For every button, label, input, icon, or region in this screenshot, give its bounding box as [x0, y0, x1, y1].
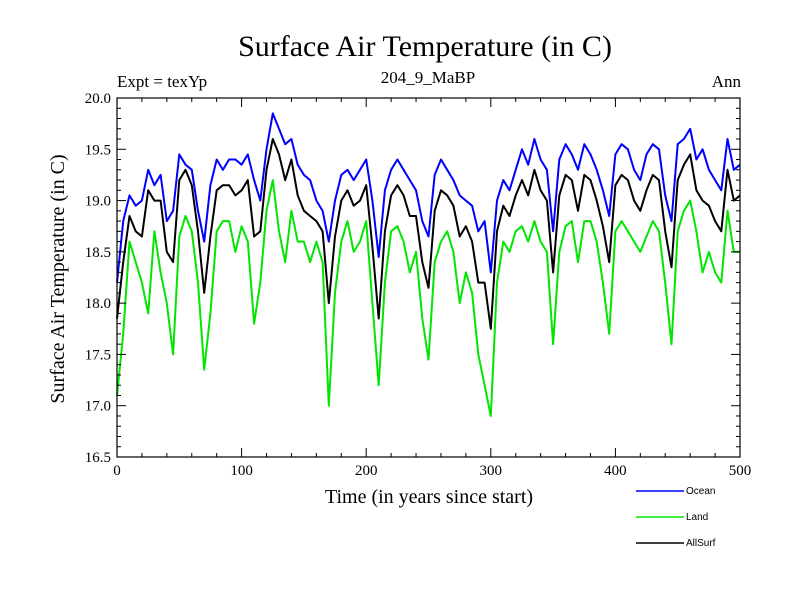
x-tick-label: 200 [355, 463, 378, 479]
y-tick-label: 18.5 [85, 245, 111, 261]
y-tick-label: 17.5 [85, 347, 111, 363]
chart-title: Surface Air Temperature (in C) [238, 30, 612, 63]
y-tick-label: 18.0 [85, 296, 111, 312]
y-tick-label: 19.0 [85, 194, 111, 210]
legend-label-ocean: Ocean [686, 486, 715, 497]
y-tick-label: 17.0 [85, 399, 111, 415]
x-tick-label: 300 [480, 463, 503, 479]
legend: Ocean Land AllSurf [636, 486, 716, 549]
series-line-land [116, 179, 740, 417]
plot-frame [116, 97, 741, 458]
series-line-allsurf [116, 138, 741, 330]
tick-labels: 0 100 200 300 400 500 16.5 17.0 17.5 18.0 18.5 19.0… [85, 91, 752, 479]
y-tick-label: 20.0 [85, 91, 111, 107]
series-layer [116, 112, 741, 417]
y-tick-label: 19.5 [85, 142, 111, 158]
chart-subtitle: 204_9_MaBP [380, 68, 476, 87]
y-tick-label: 16.5 [85, 450, 111, 466]
ticks-layer [116, 97, 741, 458]
legend-label-land: Land [686, 512, 708, 523]
experiment-label: Expt = texYp [117, 72, 208, 91]
x-tick-label: 100 [230, 463, 253, 479]
x-tick-label: 0 [113, 463, 121, 479]
legend-label-allsurf: AllSurf [686, 538, 716, 549]
x-tick-label: 400 [604, 463, 627, 479]
x-tick-label: 500 [729, 463, 752, 479]
series-line-ocean [116, 112, 741, 283]
x-axis-label: Time (in years since start) [325, 486, 533, 508]
y-axis-label: Surface Air Temperature (in C) [47, 154, 69, 403]
period-label: Ann [711, 72, 741, 91]
